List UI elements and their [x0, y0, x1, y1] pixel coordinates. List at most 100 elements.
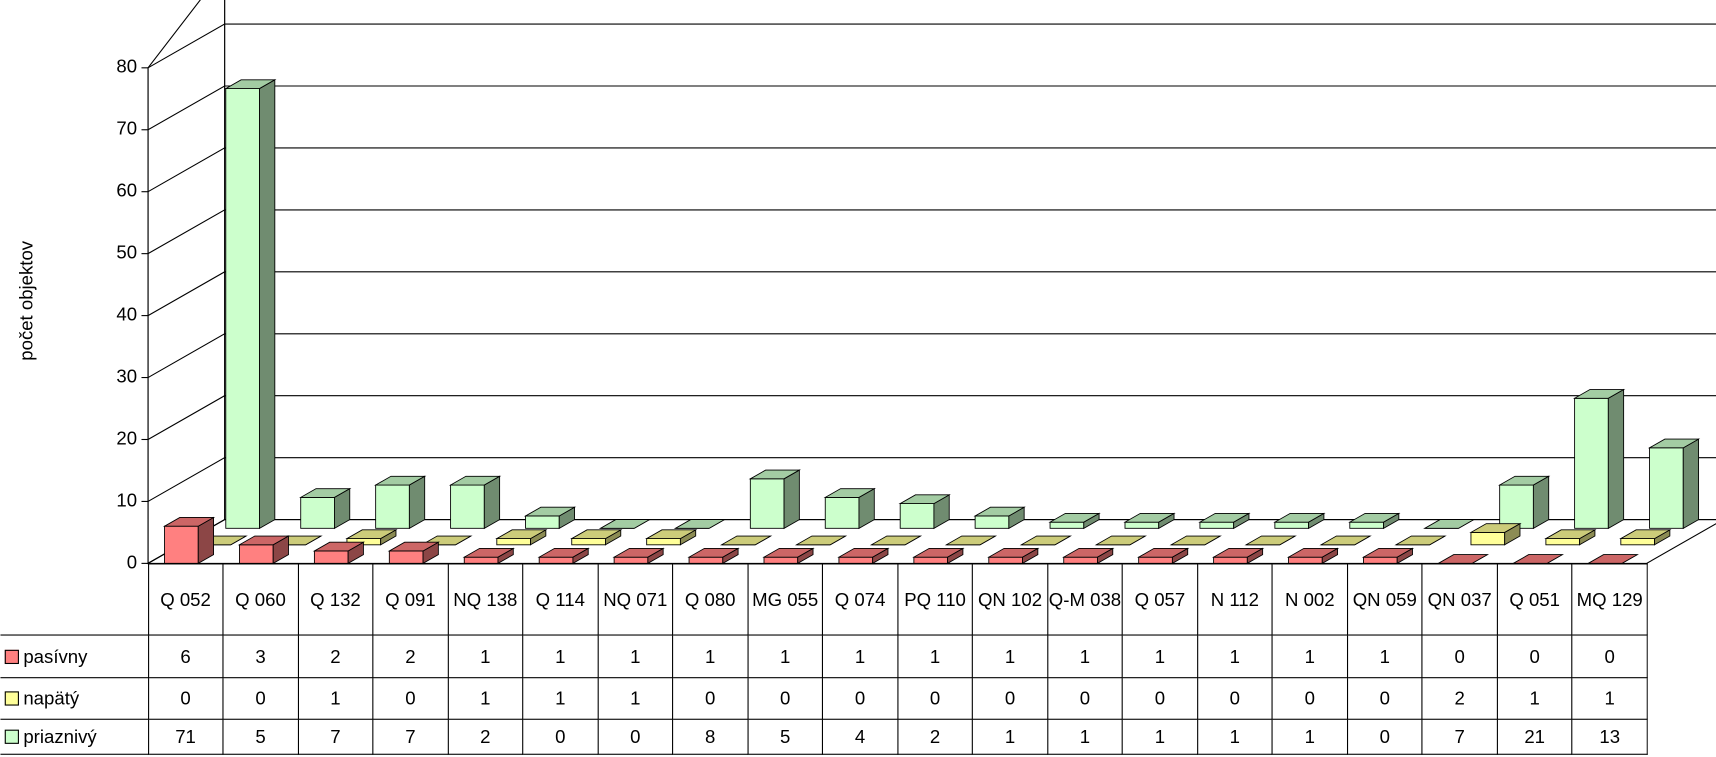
grid-line — [147, 271, 1716, 317]
bar-top — [1498, 475, 1551, 486]
value-cell: 0 — [1046, 677, 1123, 720]
category-label: NQ 138 — [447, 563, 524, 636]
value-cell: 0 — [822, 677, 899, 720]
grid-line — [147, 85, 1716, 131]
bar-top — [1123, 512, 1176, 523]
bar — [1244, 535, 1297, 546]
bar-top — [345, 529, 398, 540]
grid-line — [147, 457, 1716, 502]
legend-swatch — [4, 649, 19, 664]
bar-top — [1094, 535, 1147, 546]
category-label: NQ 071 — [597, 563, 674, 636]
bar — [748, 469, 802, 530]
value-cell: 7 — [297, 718, 374, 755]
y-tick-label: 20 — [116, 427, 137, 448]
bar — [1062, 547, 1115, 565]
bar-top — [224, 79, 277, 90]
bar — [1286, 547, 1340, 565]
value-cell: 1 — [447, 677, 524, 720]
value-cell: 0 — [1346, 718, 1423, 755]
bar-top — [537, 547, 590, 558]
bar — [612, 547, 665, 565]
value-cell: 0 — [1271, 677, 1348, 720]
bar-top — [1286, 547, 1340, 558]
bar-front — [749, 478, 785, 529]
value-cell: 2 — [897, 718, 974, 755]
bar — [1211, 547, 1265, 565]
bar — [1469, 522, 1522, 546]
value-cell: 2 — [447, 718, 524, 755]
bar — [1198, 512, 1251, 530]
bar-top — [598, 519, 652, 529]
y-tick-label: 50 — [116, 242, 137, 263]
bar — [1019, 535, 1073, 546]
bar-top — [912, 547, 965, 558]
bar-side — [1682, 438, 1700, 530]
legend-label: pasívny — [23, 645, 88, 667]
bar-top — [794, 535, 848, 546]
grid-line — [147, 395, 1716, 440]
bar-top — [762, 547, 815, 558]
bar-top — [1436, 554, 1490, 564]
value-cell: 5 — [222, 718, 299, 755]
bar — [1048, 512, 1101, 530]
bar — [387, 541, 441, 565]
value-cell: 0 — [747, 677, 824, 720]
value-cell: 1 — [1121, 634, 1198, 679]
series-row: napätý 0 0 1 0 1 1 1 0 0 0 0 0 0 0 0 0 0 2 1 1 — [0, 677, 1648, 720]
value-cell: 1 — [897, 634, 974, 679]
bar-top — [570, 529, 623, 540]
legend-cell: pasívny — [0, 634, 149, 679]
value-cell: 13 — [1571, 718, 1648, 755]
bar — [762, 547, 815, 565]
bar-front — [450, 484, 485, 529]
bar — [1361, 547, 1415, 565]
category-label: N 112 — [1196, 563, 1273, 636]
bar-top — [1394, 535, 1447, 546]
bar — [1619, 529, 1672, 546]
back-wall — [224, 0, 1716, 521]
bar — [794, 535, 848, 546]
category-label: Q-M 038 — [1046, 563, 1123, 636]
bar-top — [944, 535, 998, 546]
bar-top — [1348, 512, 1401, 523]
bar — [987, 547, 1040, 565]
value-cell: 0 — [222, 677, 299, 720]
bar — [1348, 512, 1401, 530]
bar-top — [523, 506, 577, 517]
bar-front — [1124, 521, 1160, 529]
value-cell: 1 — [1496, 677, 1573, 720]
y-tick-label: 60 — [116, 180, 137, 201]
bar-front — [1349, 521, 1384, 529]
legend-swatch — [4, 729, 19, 744]
bar — [1586, 554, 1639, 564]
legend-label: napätý — [23, 688, 80, 709]
value-cell: 5 — [747, 718, 824, 755]
legend-label: priaznivý — [23, 726, 97, 748]
bar-front — [164, 525, 199, 564]
value-cell: 0 — [1196, 677, 1273, 720]
y-tick-label: 10 — [116, 489, 137, 510]
bar — [673, 519, 727, 529]
bar-top — [1619, 529, 1672, 540]
bar-front — [1649, 447, 1684, 529]
bar-top — [673, 519, 727, 529]
bar-front — [1199, 521, 1235, 529]
bar-front — [824, 496, 860, 529]
bar-front — [1574, 397, 1609, 529]
bar-top — [462, 547, 515, 558]
corner — [0, 564, 148, 635]
bar-top — [1211, 547, 1265, 558]
bar-top — [1572, 389, 1626, 399]
bar — [374, 475, 427, 530]
bar-top — [1019, 535, 1073, 546]
side-wall — [147, 0, 226, 565]
value-cell: 1 — [1346, 634, 1423, 679]
value-cell: 1 — [1196, 718, 1273, 755]
bar-front — [974, 515, 1010, 529]
bar — [570, 529, 623, 546]
value-cell: 1 — [522, 634, 599, 679]
category-label: Q 074 — [822, 563, 899, 636]
value-cell: 71 — [147, 718, 224, 755]
